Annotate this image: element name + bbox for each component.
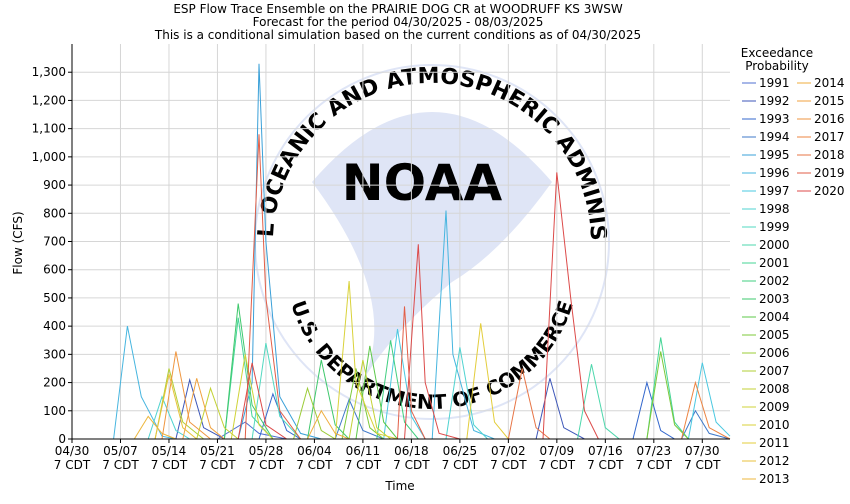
x-tick-sublabel: 7 CDT xyxy=(296,458,333,472)
legend-label-2017: 2017 xyxy=(814,130,845,144)
y-tick-label: 500 xyxy=(43,291,66,305)
legend-label-2004: 2004 xyxy=(759,310,790,324)
legend-label-2006: 2006 xyxy=(759,346,790,360)
x-tick-label: 07/23 xyxy=(637,444,672,458)
y-tick-label: 200 xyxy=(43,376,66,390)
title-line-2: Forecast for the period 04/30/2025 - 08/… xyxy=(253,15,544,29)
legend-label-2001: 2001 xyxy=(759,256,790,270)
y-tick-label: 1,300 xyxy=(32,65,66,79)
legend-label-2002: 2002 xyxy=(759,274,790,288)
watermark-bird xyxy=(312,112,552,382)
x-tick-label: 06/11 xyxy=(346,444,381,458)
legend-label-2018: 2018 xyxy=(814,148,845,162)
legend-label-1991: 1991 xyxy=(759,76,790,90)
chart-title: ESP Flow Trace Ensemble on the PRAIRIE D… xyxy=(154,2,641,42)
title-line-1: ESP Flow Trace Ensemble on the PRAIRIE D… xyxy=(173,2,623,16)
y-tick-label: 0 xyxy=(58,432,66,446)
legend-label-2010: 2010 xyxy=(759,418,790,432)
x-tick-sublabel: 7 CDT xyxy=(490,458,527,472)
y-tick-label: 400 xyxy=(43,319,66,333)
legend-title-line-2: Probability xyxy=(745,59,808,73)
legend-label-2014: 2014 xyxy=(814,76,845,90)
x-tick-label: 05/07 xyxy=(103,444,138,458)
legend-label-2008: 2008 xyxy=(759,382,790,396)
legend-label-1999: 1999 xyxy=(759,220,790,234)
legend-label-2020: 2020 xyxy=(814,184,845,198)
x-tick-sublabel: 7 CDT xyxy=(151,458,188,472)
x-tick-label: 07/02 xyxy=(491,444,526,458)
legend-label-2012: 2012 xyxy=(759,454,790,468)
x-tick-label: 07/16 xyxy=(588,444,623,458)
legend-label-2005: 2005 xyxy=(759,328,790,342)
legend-label-2019: 2019 xyxy=(814,166,845,180)
y-tick-label: 600 xyxy=(43,263,66,277)
legend-label-1995: 1995 xyxy=(759,148,790,162)
x-tick-sublabel: 7 CDT xyxy=(102,458,139,472)
legend-label-1993: 1993 xyxy=(759,112,790,126)
x-tick-sublabel: 7 CDT xyxy=(393,458,430,472)
y-axis-label: Flow (CFS) xyxy=(11,211,25,274)
x-tick-sublabel: 7 CDT xyxy=(636,458,673,472)
x-tick-label: 05/28 xyxy=(249,444,284,458)
x-tick-label: 05/21 xyxy=(200,444,235,458)
x-tick-sublabel: 7 CDT xyxy=(54,458,91,472)
x-tick-sublabel: 7 CDT xyxy=(684,458,721,472)
y-tick-label: 1,100 xyxy=(32,122,66,136)
y-tick-label: 1,000 xyxy=(32,150,66,164)
y-tick-label: 800 xyxy=(43,206,66,220)
x-axis-label: Time xyxy=(384,479,414,493)
legend-label-1998: 1998 xyxy=(759,202,790,216)
x-tick-sublabel: 7 CDT xyxy=(199,458,236,472)
x-tick-label: 05/14 xyxy=(152,444,187,458)
series-line-2020 xyxy=(72,172,730,440)
y-tick-label: 1,200 xyxy=(32,93,66,107)
x-tick-label: 06/18 xyxy=(394,444,429,458)
x-tick-sublabel: 7 CDT xyxy=(587,458,624,472)
series-line-1995 xyxy=(72,63,730,440)
legend-label-1992: 1992 xyxy=(759,94,790,108)
legend-label-2007: 2007 xyxy=(759,364,790,378)
legend-label-1996: 1996 xyxy=(759,166,790,180)
x-tick-sublabel: 7 CDT xyxy=(248,458,285,472)
legend-label-2003: 2003 xyxy=(759,292,790,306)
legend-label-1997: 1997 xyxy=(759,184,790,198)
legend-label-2015: 2015 xyxy=(814,94,845,108)
y-tick-label: 700 xyxy=(43,235,66,249)
legend-label-1994: 1994 xyxy=(759,130,790,144)
y-tick-label: 900 xyxy=(43,178,66,192)
legend-title-line-1: Exceedance xyxy=(741,46,813,60)
legend-label-2000: 2000 xyxy=(759,238,790,252)
x-tick-sublabel: 7 CDT xyxy=(345,458,382,472)
legend-items: 1991 1992 1993 1994 1995 1996 1997 1998 1999 2000… xyxy=(742,76,845,486)
y-tick-labels: 0 100 200 300 400 500 600 700 800 900 1,000 1,100 1,… xyxy=(32,65,72,446)
x-tick-sublabel: 7 CDT xyxy=(442,458,479,472)
x-tick-label: 07/09 xyxy=(540,444,575,458)
legend-label-2013: 2013 xyxy=(759,472,790,486)
legend: Exceedance Probability 19911992199319941… xyxy=(741,46,845,486)
x-tick-label: 06/04 xyxy=(297,444,332,458)
legend-label-2011: 2011 xyxy=(759,436,790,450)
x-tick-label: 04/30 xyxy=(55,444,90,458)
watermark-center-text: NOAA xyxy=(342,154,503,212)
legend-label-2016: 2016 xyxy=(814,112,845,126)
title-line-3: This is a conditional simulation based o… xyxy=(154,28,641,42)
legend-label-2009: 2009 xyxy=(759,400,790,414)
x-tick-label: 07/30 xyxy=(685,444,720,458)
x-tick-label: 06/25 xyxy=(443,444,478,458)
y-tick-label: 100 xyxy=(43,404,66,418)
x-tick-sublabel: 7 CDT xyxy=(539,458,576,472)
y-tick-label: 300 xyxy=(43,347,66,361)
